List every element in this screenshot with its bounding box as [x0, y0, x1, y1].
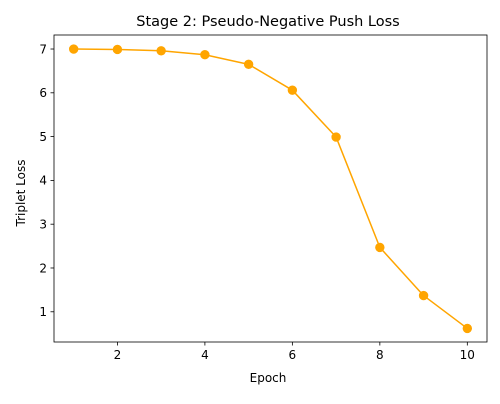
y-tick-label: 3	[39, 217, 47, 231]
chart-title: Stage 2: Pseudo-Negative Push Loss	[136, 14, 399, 30]
data-point	[331, 132, 341, 142]
y-tick-label: 1	[39, 305, 47, 319]
y-tick-label: 6	[39, 86, 47, 100]
x-tick-label: 4	[201, 348, 209, 362]
y-tick-label: 5	[39, 130, 47, 144]
plot-frame	[53, 34, 488, 343]
y-axis-title: Triplet Loss	[14, 159, 28, 227]
data-point	[200, 50, 210, 60]
x-tick-label: 8	[376, 348, 384, 362]
y-tick-label: 7	[39, 42, 47, 56]
y-tick-label: 2	[39, 261, 47, 275]
data-point	[243, 59, 254, 70]
data-point	[375, 242, 385, 253]
data-point	[156, 46, 166, 56]
data-point	[112, 44, 123, 55]
series-line	[72, 48, 469, 330]
y-tick-label: 4	[39, 174, 47, 188]
x-axis-title: Epoch	[250, 371, 287, 385]
x-tick-label: 2	[114, 348, 122, 362]
x-tick-label: 10	[460, 348, 475, 362]
data-point	[418, 290, 429, 301]
data-point	[68, 44, 79, 54]
x-tick-label: 6	[289, 348, 297, 362]
data-point	[462, 323, 473, 334]
data-point	[287, 85, 298, 95]
